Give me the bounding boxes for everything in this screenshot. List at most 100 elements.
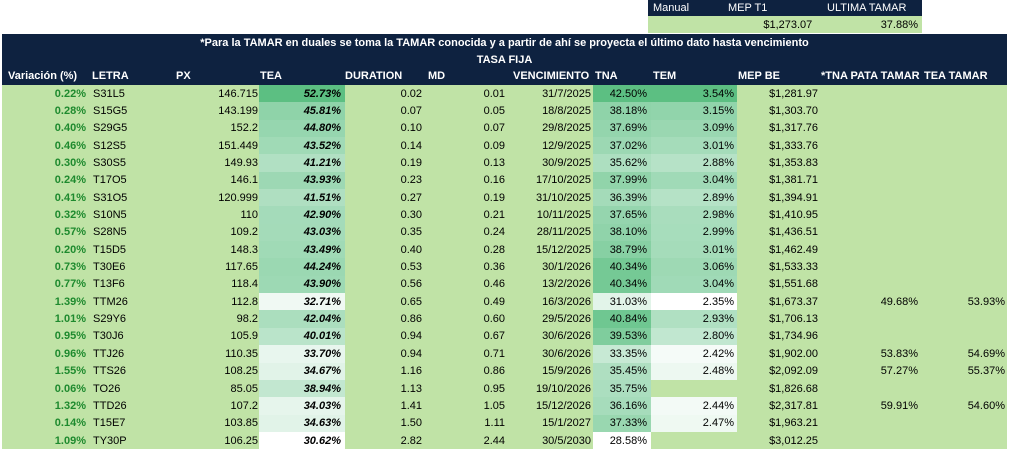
tna-pata-tamar-cell[interactable] xyxy=(820,276,920,293)
variacion-cell[interactable]: 0.57% xyxy=(54,226,86,239)
duration-cell[interactable]: 2.82 xyxy=(400,434,422,447)
table-row[interactable]: 0.73% T30E6 117.65 44.24% 0.53 0.36 30/1/2026 4… xyxy=(2,258,1007,276)
mep-be-cell[interactable]: $1,673.37 xyxy=(769,295,818,308)
tea-tamar-cell[interactable] xyxy=(920,241,1007,258)
px-cell[interactable]: 108.25 xyxy=(224,365,258,378)
px-cell[interactable]: 117.65 xyxy=(225,261,258,274)
duration-cell[interactable]: 0.56 xyxy=(400,278,422,291)
mep-be-cell[interactable]: $1,353.83 xyxy=(769,157,818,170)
tea-tamar-cell[interactable] xyxy=(920,432,1007,449)
tna-cell[interactable]: 35.75% xyxy=(593,379,651,398)
tna-pata-tamar-cell[interactable]: 59.91% xyxy=(880,399,918,412)
tea-tamar-cell[interactable] xyxy=(920,189,1007,206)
tna-pata-tamar-cell[interactable] xyxy=(820,415,920,432)
table-row[interactable]: 0.14% T15E7 103.85 34.63% 1.50 1.11 15/1/2027 3… xyxy=(2,414,1007,432)
tea-cell[interactable]: 43.49% xyxy=(259,241,345,259)
tea-tamar-cell[interactable]: 53.93% xyxy=(967,295,1005,308)
table-row[interactable]: 1.01% S29Y6 98.2 42.04% 0.86 0.60 29/5/2026 40.… xyxy=(2,310,1007,328)
variacion-cell[interactable]: 1.32% xyxy=(54,399,86,412)
variacion-cell[interactable]: 0.40% xyxy=(54,122,86,135)
table-row[interactable]: 0.77% T13F6 118.4 43.90% 0.56 0.46 13/2/2026 40… xyxy=(2,275,1007,294)
duration-cell[interactable]: 0.35 xyxy=(400,226,422,239)
md-cell[interactable]: 0.49 xyxy=(483,295,505,308)
tna-cell[interactable]: 37.69% xyxy=(593,119,651,138)
px-cell[interactable]: 151.449 xyxy=(218,139,258,152)
px-cell[interactable]: 146.1 xyxy=(230,174,258,187)
tna-pata-tamar-cell[interactable]: 57.27% xyxy=(880,365,918,378)
tea-cell[interactable]: 30.62% xyxy=(259,431,345,449)
md-cell[interactable]: 0.60 xyxy=(483,313,505,326)
tna-cell[interactable]: 38.18% xyxy=(593,102,651,120)
px-cell[interactable]: 107.2 xyxy=(230,399,258,412)
md-cell[interactable]: 0.07 xyxy=(483,122,505,135)
md-cell[interactable]: 2.44 xyxy=(483,434,505,447)
tea-tamar-cell[interactable] xyxy=(920,120,1007,137)
letra-cell[interactable]: S28N5 xyxy=(93,226,127,239)
table-row[interactable]: 0.28% S15G5 143.199 45.81% 0.07 0.05 18/8/2025… xyxy=(2,102,1007,120)
px-cell[interactable]: 98.2 xyxy=(236,313,258,326)
col-tea-tamar[interactable]: TEA TAMAR xyxy=(924,70,988,82)
tem-cell[interactable]: 3.54% xyxy=(651,85,737,103)
col-tem[interactable]: TEM xyxy=(653,70,677,82)
letra-cell[interactable]: TTD26 xyxy=(93,399,127,412)
mep-t1-value[interactable]: $1,273.07 xyxy=(763,18,813,31)
letra-cell[interactable]: T15E7 xyxy=(93,417,126,430)
tea-tamar-cell[interactable] xyxy=(920,258,1007,275)
duration-cell[interactable]: 1.16 xyxy=(400,365,422,378)
letra-cell[interactable]: TTJ26 xyxy=(93,347,125,360)
tem-cell[interactable]: 3.04% xyxy=(651,275,737,294)
tea-tamar-cell[interactable]: 55.37% xyxy=(967,365,1005,378)
md-cell[interactable]: 0.36 xyxy=(483,261,505,274)
tem-cell[interactable]: 2.93% xyxy=(651,310,737,328)
letra-cell[interactable]: T15D5 xyxy=(93,243,127,256)
md-cell[interactable]: 0.21 xyxy=(483,209,505,222)
md-cell[interactable]: 0.95 xyxy=(483,382,505,395)
tea-cell[interactable]: 42.90% xyxy=(259,206,345,224)
tna-pata-tamar-cell[interactable]: 49.68% xyxy=(880,295,918,308)
px-cell[interactable]: 106.25 xyxy=(224,434,258,447)
vencimiento-cell[interactable]: 28/11/2025 xyxy=(536,226,591,239)
px-cell[interactable]: 112.8 xyxy=(231,295,258,308)
tea-cell[interactable]: 41.51% xyxy=(259,189,345,207)
mep-be-cell[interactable]: $1,303.70 xyxy=(769,105,818,118)
md-cell[interactable]: 0.16 xyxy=(483,174,505,187)
variacion-cell[interactable]: 0.73% xyxy=(54,261,86,274)
duration-cell[interactable]: 1.41 xyxy=(400,399,422,412)
px-cell[interactable]: 118.4 xyxy=(231,278,258,291)
tna-pata-tamar-cell[interactable] xyxy=(820,241,920,258)
duration-cell[interactable]: 0.14 xyxy=(400,139,422,152)
tea-tamar-cell[interactable] xyxy=(920,276,1007,293)
vencimiento-cell[interactable]: 29/8/2025 xyxy=(542,122,591,135)
tea-tamar-cell[interactable] xyxy=(920,380,1007,397)
mep-be-cell[interactable]: $1,394.91 xyxy=(769,191,818,204)
px-cell[interactable]: 110.35 xyxy=(225,347,258,360)
duration-cell[interactable]: 0.94 xyxy=(400,347,422,360)
vencimiento-cell[interactable]: 31/7/2025 xyxy=(542,87,591,100)
table-row[interactable]: 0.24% T17O5 146.1 43.93% 0.23 0.16 17/10/2025 3… xyxy=(2,171,1007,190)
mep-be-cell[interactable]: $1,706.13 xyxy=(769,313,818,326)
md-cell[interactable]: 0.19 xyxy=(483,191,505,204)
vencimiento-cell[interactable]: 15/12/2025 xyxy=(535,243,591,256)
table-row[interactable]: 0.40% S29G5 152.2 44.80% 0.10 0.07 29/8/2025 37… xyxy=(2,119,1007,138)
letra-cell[interactable]: T17O5 xyxy=(93,174,127,187)
md-cell[interactable]: 0.13 xyxy=(483,157,505,170)
letra-cell[interactable]: TTS26 xyxy=(93,365,127,378)
tem-cell[interactable]: 3.04% xyxy=(651,171,737,190)
letra-cell[interactable]: TTM26 xyxy=(93,295,128,308)
tna-cell[interactable]: 35.45% xyxy=(593,362,651,380)
table-row[interactable]: 0.20% T15D5 148.3 43.49% 0.40 0.28 15/12/2025 3… xyxy=(2,241,1007,259)
mep-be-cell[interactable]: $1,436.51 xyxy=(769,226,818,239)
table-row[interactable]: 0.06% TO26 85.05 38.94% 1.13 0.95 19/10/2026 35… xyxy=(2,379,1007,398)
tem-cell[interactable]: 2.88% xyxy=(651,154,737,172)
table-row[interactable]: 0.32% S10N5 110 42.90% 0.30 0.21 10/11/2025 37.… xyxy=(2,206,1007,224)
duration-cell[interactable]: 0.65 xyxy=(400,295,422,308)
vencimiento-cell[interactable]: 10/11/2025 xyxy=(536,209,591,222)
tea-cell[interactable]: 34.63% xyxy=(259,414,345,432)
variacion-cell[interactable]: 0.20% xyxy=(54,243,86,256)
duration-cell[interactable]: 0.10 xyxy=(400,122,422,135)
mep-be-cell[interactable]: $1,902.00 xyxy=(769,347,818,360)
tem-cell[interactable]: 2.35% xyxy=(651,293,737,311)
table-row[interactable]: 0.41% S31O5 120.999 41.51% 0.27 0.19 31/10/202… xyxy=(2,189,1007,207)
mep-be-cell[interactable]: $1,533.33 xyxy=(769,261,818,274)
variacion-cell[interactable]: 0.96% xyxy=(54,347,86,360)
